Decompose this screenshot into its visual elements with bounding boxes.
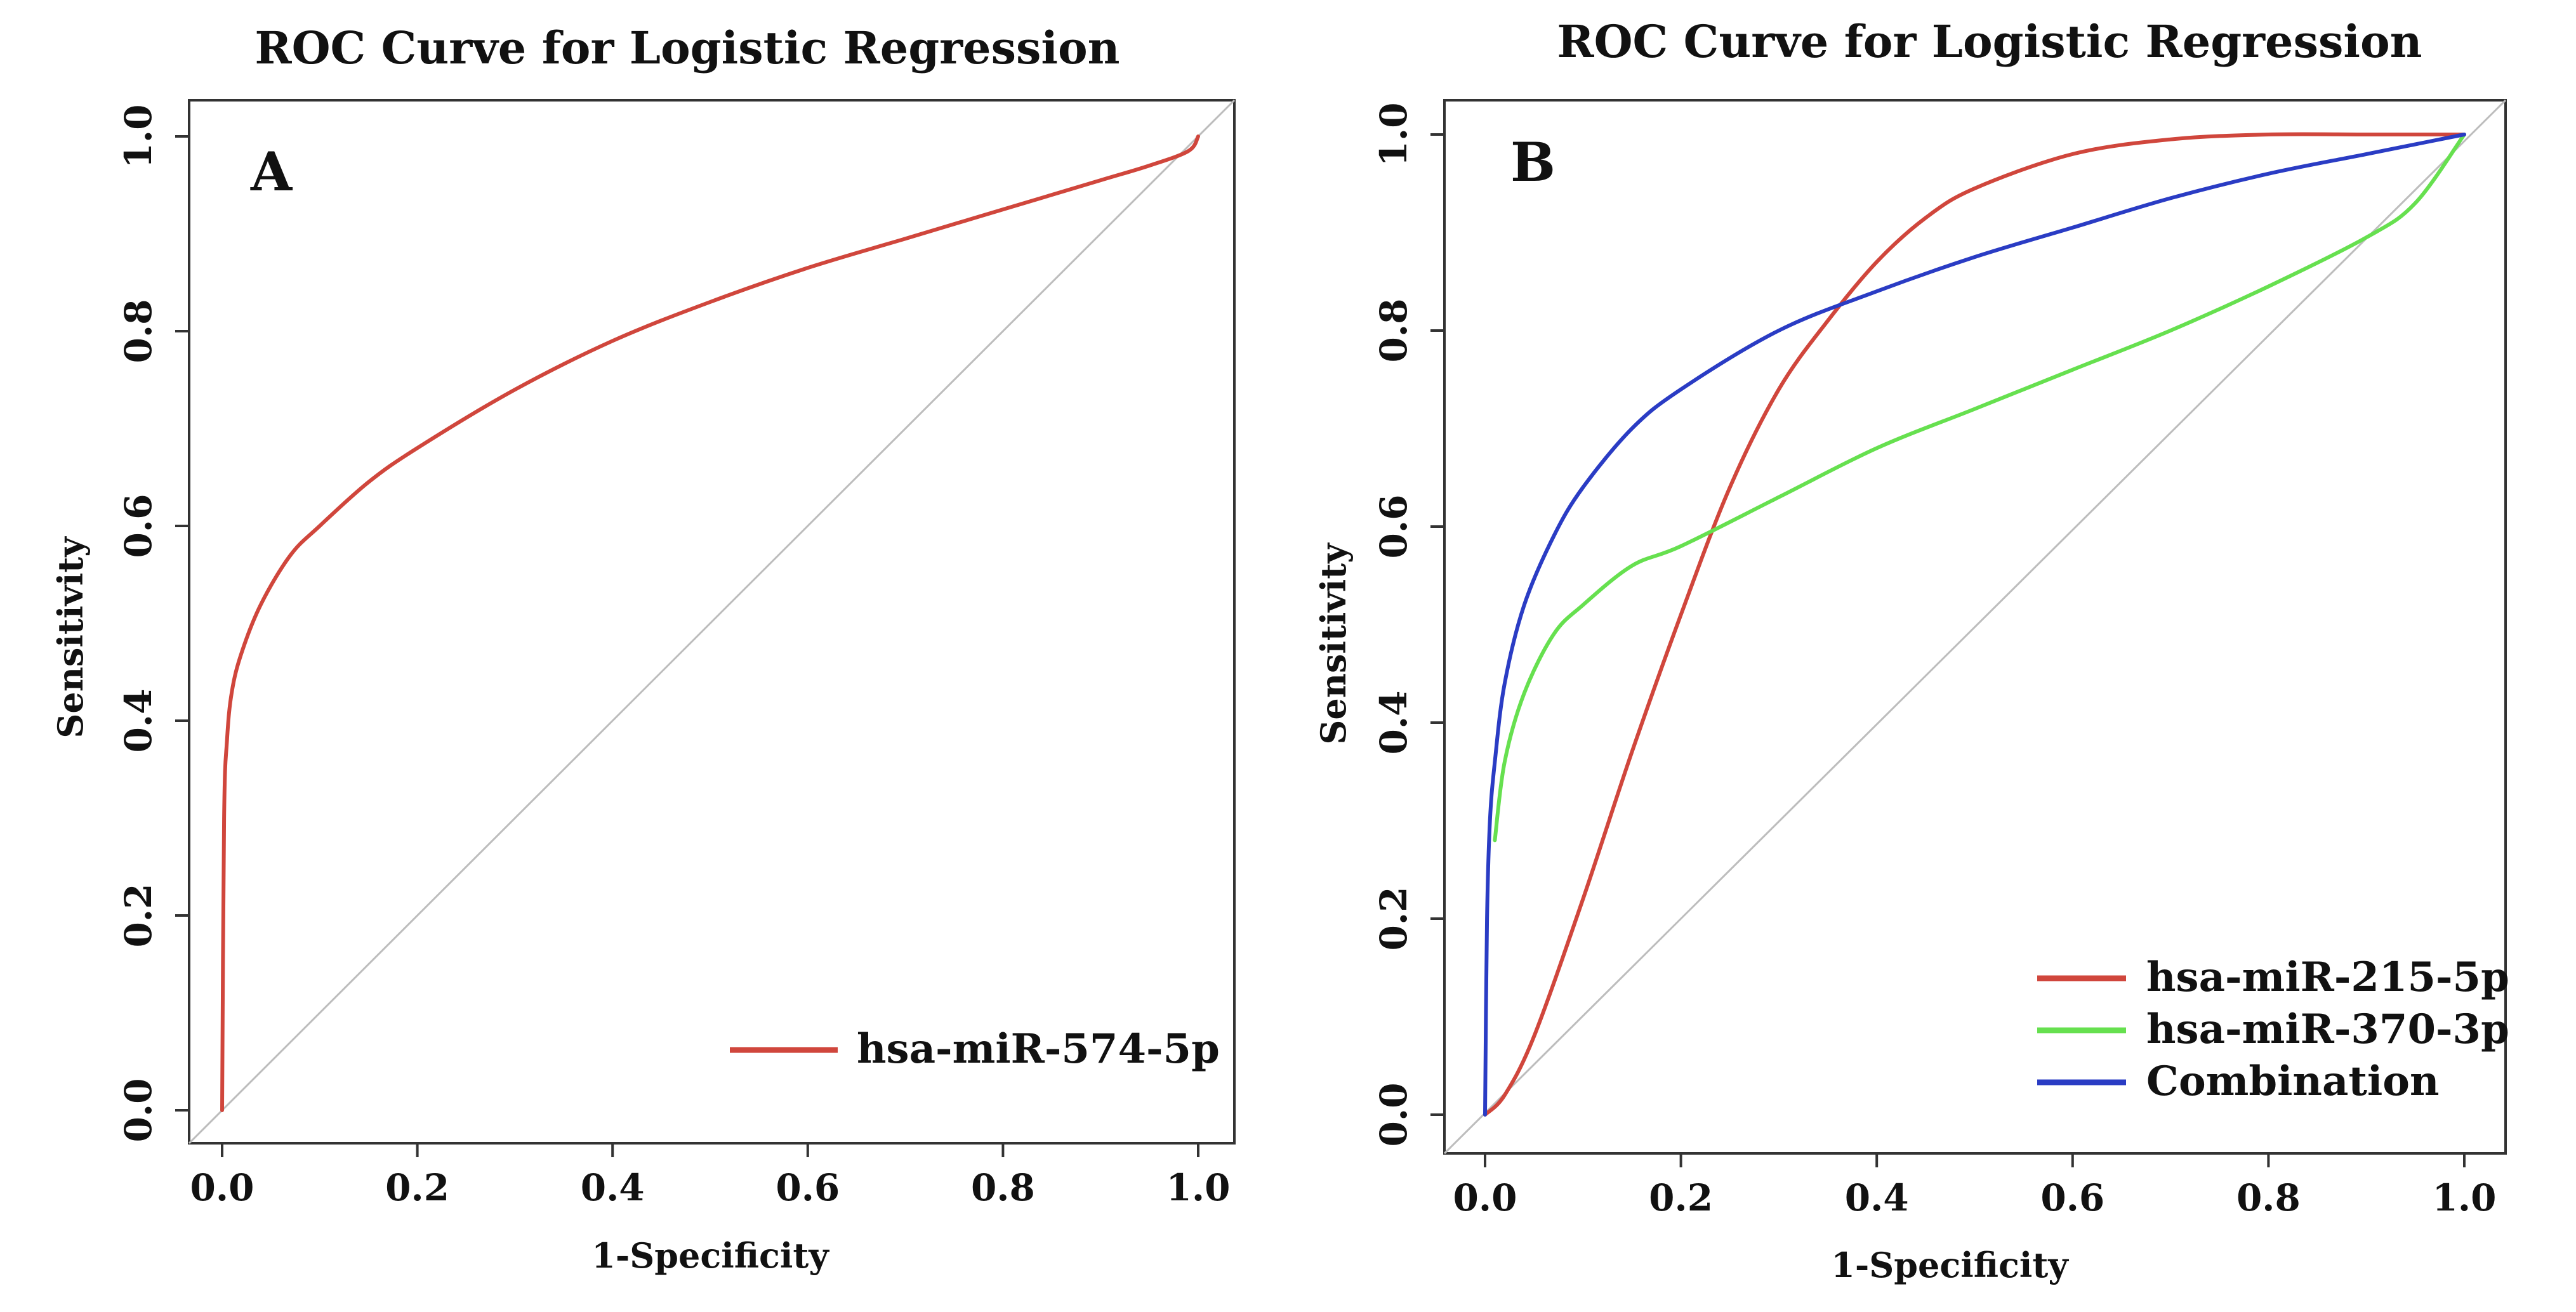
panel-b-x-tick-label: 0.2 bbox=[1649, 1176, 1713, 1219]
panel-a-y-tick-label: 0.8 bbox=[117, 299, 160, 364]
panel-b-x-tick-label: 0.6 bbox=[2040, 1176, 2104, 1219]
panel-b-legend-label-combination: Combination bbox=[2146, 1058, 2440, 1105]
panel-a-x-tick-label: 1.0 bbox=[1166, 1166, 1231, 1209]
panel-a-panel-letter: A bbox=[250, 140, 293, 203]
panel-a-x-axis-label: 1-Specificity bbox=[591, 1235, 829, 1276]
roc-chart-panel-b: ROC Curve for Logistic Regression 0.0 0.2 0… bbox=[1313, 15, 2509, 1285]
panel-b-chart-title: ROC Curve for Logistic Regression bbox=[1557, 15, 2422, 68]
panel-a-x-tick-label: 0.8 bbox=[971, 1166, 1035, 1209]
panel-a-roc-curve-hsa-mir-574-5p bbox=[220, 134, 1200, 1112]
panel-a-y-tick-label: 0.6 bbox=[117, 494, 160, 558]
panel-b-x-tick-label: 0.4 bbox=[1845, 1176, 1909, 1219]
panel-b-y-tick-label: 0.6 bbox=[1372, 495, 1415, 559]
panel-b-reference-diagonal bbox=[1443, 99, 2507, 1155]
panel-a-legend-label-hsa-mir-574-5p: hsa-miR-574-5p bbox=[857, 1025, 1220, 1073]
panel-b-x-axis-label: 1-Specificity bbox=[1831, 1245, 2069, 1285]
panel-a-reference-diagonal bbox=[188, 99, 1236, 1145]
panel-b-x-tick-label: 0.0 bbox=[1453, 1176, 1517, 1219]
panel-a-x-tick-label: 0.6 bbox=[776, 1166, 840, 1209]
panel-b-y-tick-label: 0.8 bbox=[1372, 299, 1415, 363]
panel-a-x-tick-label: 0.4 bbox=[581, 1166, 645, 1209]
panel-b-y-tick-label: 1.0 bbox=[1372, 103, 1415, 167]
panel-a-chart-title: ROC Curve for Logistic Regression bbox=[254, 22, 1120, 74]
panel-b-y-tick-label: 0.4 bbox=[1372, 691, 1415, 755]
panel-a-y-tick-label: 1.0 bbox=[117, 105, 160, 169]
panel-b-x-tick-label: 1.0 bbox=[2433, 1176, 2497, 1219]
panel-a-x-tick-label: 0.2 bbox=[385, 1166, 449, 1209]
panel-a-y-axis-label: Sensitivity bbox=[50, 536, 91, 738]
panel-b-y-axis-label: Sensitivity bbox=[1313, 542, 1354, 745]
panel-b-x-tick-label: 0.8 bbox=[2236, 1176, 2301, 1219]
panel-b-plot-frame bbox=[1443, 99, 2507, 1155]
panel-a-x-tick-label: 0.0 bbox=[190, 1166, 254, 1209]
panel-b-legend-label-hsa-mir-215-5p: hsa-miR-215-5p bbox=[2146, 954, 2509, 1001]
panel-b-roc-curve-hsa-mir-215-5p bbox=[1483, 132, 2466, 1117]
panel-a-y-tick-label: 0.0 bbox=[117, 1079, 160, 1143]
panel-b-panel-letter: B bbox=[1510, 131, 1556, 194]
panel-b-legend-label-hsa-mir-370-3p: hsa-miR-370-3p bbox=[2146, 1006, 2509, 1053]
panel-b-y-tick-label: 0.0 bbox=[1372, 1083, 1415, 1147]
panel-a-y-tick-label: 0.4 bbox=[117, 689, 160, 753]
panel-b-y-tick-label: 0.2 bbox=[1372, 887, 1415, 951]
panel-b-roc-curve-combination bbox=[1483, 133, 2466, 1117]
panel-a-y-tick-label: 0.2 bbox=[117, 884, 160, 948]
roc-chart-panel-a: ROC Curve for Logistic Regression 0.0 0.2 0… bbox=[50, 22, 1236, 1276]
panel-a-plot-frame bbox=[188, 99, 1236, 1145]
panel-b-roc-curve-hsa-mir-370-3p bbox=[1493, 133, 2466, 843]
